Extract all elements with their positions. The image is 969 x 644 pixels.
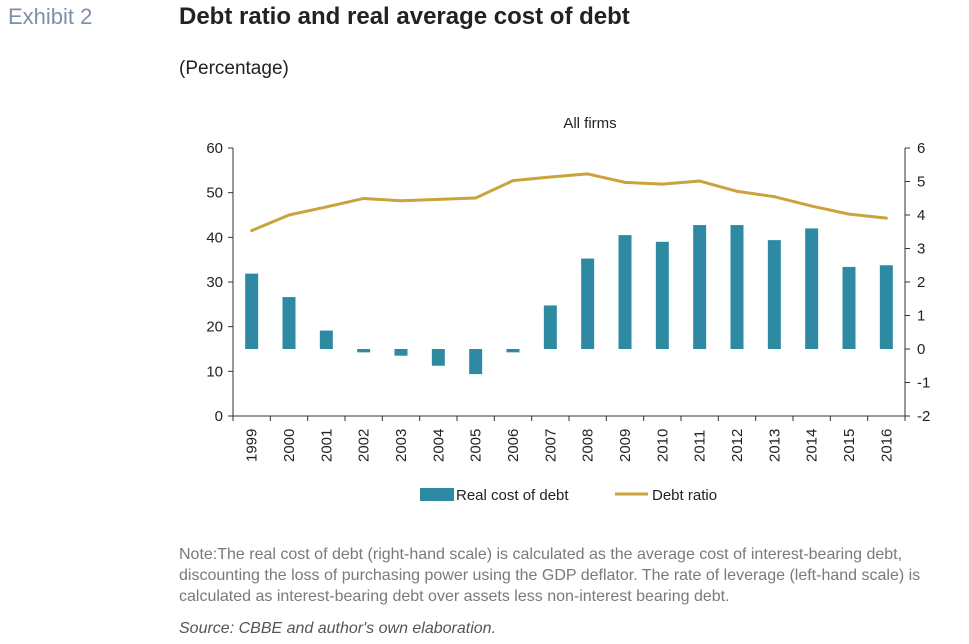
x-tick-label: 2007 bbox=[542, 429, 559, 462]
debt-ratio-point-2011 bbox=[698, 179, 702, 183]
bar-2015 bbox=[842, 266, 856, 349]
chart-source: Source: CBBE and author's own elaboratio… bbox=[179, 620, 497, 637]
debt-ratio-point-2001 bbox=[324, 205, 328, 209]
bar-2002 bbox=[357, 349, 371, 353]
legend-swatch-real-cost bbox=[420, 488, 454, 501]
legend-label-debt-ratio: Debt ratio bbox=[652, 487, 717, 504]
right-tick-label: 2 bbox=[917, 274, 925, 291]
exhibit-label: Exhibit 2 bbox=[8, 4, 93, 29]
debt-ratio-point-2016 bbox=[884, 216, 888, 220]
x-tick-label: 2008 bbox=[580, 429, 597, 462]
x-tick-label: 2016 bbox=[878, 429, 895, 462]
x-tick-label: 2015 bbox=[841, 429, 858, 462]
right-tick-label: 6 bbox=[917, 140, 925, 157]
x-tick-label: 2005 bbox=[468, 429, 485, 462]
bar-2009 bbox=[618, 235, 632, 349]
debt-ratio-point-2008 bbox=[586, 172, 590, 176]
x-tick-label: 2012 bbox=[729, 429, 746, 462]
right-tick-label: 4 bbox=[917, 207, 925, 224]
debt-ratio-point-2013 bbox=[772, 195, 776, 199]
bar-2014 bbox=[805, 228, 819, 349]
panel-title: All firms bbox=[563, 115, 616, 132]
bar-1999 bbox=[245, 273, 259, 349]
x-tick-label: 2002 bbox=[356, 429, 373, 462]
bar-2004 bbox=[431, 349, 445, 366]
debt-ratio-point-2000 bbox=[287, 213, 291, 217]
x-tick-label: 2006 bbox=[505, 429, 522, 462]
left-tick-label: 10 bbox=[206, 363, 223, 380]
right-tick-label: -1 bbox=[917, 375, 930, 392]
debt-ratio-point-2010 bbox=[660, 182, 664, 186]
x-tick-label: 2011 bbox=[692, 430, 709, 462]
bar-2010 bbox=[655, 241, 669, 349]
bar-2012 bbox=[730, 225, 744, 349]
right-tick-label: 5 bbox=[917, 174, 925, 191]
bar-2000 bbox=[282, 297, 296, 349]
chart-title: Debt ratio and real average cost of debt bbox=[179, 3, 630, 30]
right-tick-label: 3 bbox=[917, 241, 925, 258]
left-tick-label: 20 bbox=[206, 319, 223, 336]
bar-2008 bbox=[581, 258, 595, 349]
bar-2007 bbox=[543, 305, 557, 349]
debt-ratio-point-1999 bbox=[250, 229, 254, 233]
debt-ratio-point-2012 bbox=[735, 189, 739, 193]
debt-ratio-point-2007 bbox=[548, 175, 552, 179]
x-tick-label: 2001 bbox=[318, 429, 335, 462]
x-tick-label: 2013 bbox=[766, 429, 783, 462]
x-tick-label: 2004 bbox=[430, 429, 447, 462]
right-tick-label: -2 bbox=[917, 408, 930, 425]
x-tick-label: 1999 bbox=[244, 429, 261, 462]
chart-note: Note:The real cost of debt (right-hand s… bbox=[179, 546, 921, 605]
left-tick-label: 60 bbox=[206, 140, 223, 157]
left-tick-label: 30 bbox=[206, 274, 223, 291]
debt-ratio-point-2005 bbox=[474, 196, 478, 200]
debt-ratio-point-2009 bbox=[623, 180, 627, 184]
debt-ratio-point-2015 bbox=[847, 212, 851, 216]
bar-2003 bbox=[394, 349, 408, 356]
left-tick-label: 40 bbox=[206, 229, 223, 246]
right-tick-label: 1 bbox=[917, 308, 925, 325]
debt-ratio-point-2002 bbox=[362, 196, 366, 200]
left-tick-label: 0 bbox=[215, 408, 223, 425]
right-tick-label: 0 bbox=[917, 341, 925, 358]
bar-2006 bbox=[506, 349, 520, 353]
chart-subtitle: (Percentage) bbox=[179, 58, 289, 79]
x-tick-label: 2010 bbox=[654, 429, 671, 462]
x-tick-label: 2009 bbox=[617, 429, 634, 462]
bar-2005 bbox=[469, 349, 483, 375]
chart-area: All firms 0 10 20 30 40 50 60 -2 -1 0 1 2 3 4 5 6 1999 2… bbox=[206, 115, 930, 504]
bar-2011 bbox=[693, 225, 707, 349]
x-tick-label: 2003 bbox=[393, 429, 410, 462]
bar-2013 bbox=[767, 240, 781, 349]
left-tick-label: 50 bbox=[206, 185, 223, 202]
debt-ratio-point-2003 bbox=[399, 199, 403, 203]
x-tick-label: 2014 bbox=[804, 429, 821, 462]
debt-ratio-line bbox=[251, 172, 887, 233]
bar-2001 bbox=[319, 330, 333, 349]
legend-label-real-cost: Real cost of debt bbox=[456, 487, 569, 504]
bar-2016 bbox=[879, 265, 893, 349]
debt-ratio-point-2004 bbox=[436, 197, 440, 201]
x-tick-label: 2000 bbox=[281, 429, 298, 462]
debt-ratio-point-2014 bbox=[810, 204, 814, 208]
debt-ratio-point-2006 bbox=[511, 179, 515, 183]
